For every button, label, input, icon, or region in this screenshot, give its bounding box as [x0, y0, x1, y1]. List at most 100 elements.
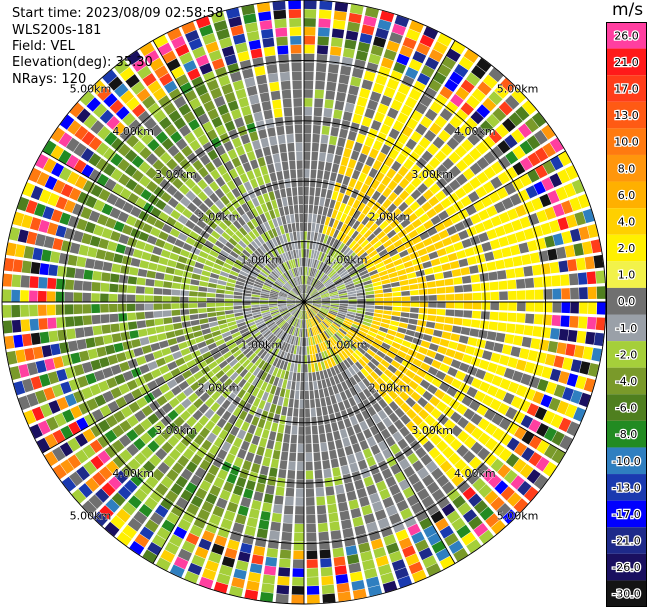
ppi-cell — [130, 228, 141, 239]
ppi-cell — [366, 484, 378, 496]
ppi-cell — [98, 238, 110, 250]
ppi-cell — [130, 257, 141, 267]
ppi-cell — [301, 302, 304, 311]
ppi-cell — [158, 364, 170, 375]
ppi-cell — [37, 290, 47, 302]
ppi-cell — [377, 409, 388, 421]
ppi-cell — [138, 161, 151, 174]
ppi-cell — [356, 96, 368, 108]
ppi-cell — [355, 412, 365, 423]
ppi-cell — [409, 343, 420, 352]
ppi-cell — [317, 362, 323, 371]
ppi-cell — [164, 273, 174, 282]
ppi-cell — [392, 431, 403, 443]
ppi-cell — [426, 481, 440, 495]
ppi-cell — [207, 220, 218, 230]
ppi-cell — [104, 521, 120, 537]
ppi-cell — [378, 270, 388, 277]
ppi-cell — [209, 321, 219, 328]
ppi-cell — [419, 94, 433, 108]
ppi-cell — [544, 235, 555, 248]
ppi-cell — [4, 257, 15, 272]
ppi-cell — [476, 171, 489, 185]
ppi-cell — [179, 249, 190, 258]
ppi-cell — [340, 223, 348, 233]
ppi-cell — [293, 345, 298, 355]
ppi-cell — [182, 242, 193, 252]
ppi-cell — [358, 172, 368, 183]
ppi-cell — [117, 143, 131, 157]
ppi-cell — [371, 381, 381, 391]
ppi-cell — [145, 475, 159, 489]
ppi-cell — [91, 281, 101, 292]
ppi-cell — [81, 233, 93, 245]
ppi-cell — [295, 302, 304, 305]
ppi-cell — [351, 470, 362, 482]
ppi-cell — [312, 299, 322, 301]
ppi-cell — [193, 241, 204, 250]
ppi-cell — [105, 415, 118, 428]
ppi-cell — [548, 397, 561, 412]
ppi-cell — [184, 333, 195, 341]
ppi-cell — [372, 140, 383, 151]
ppi-cell — [216, 417, 227, 429]
ppi-cell — [46, 291, 56, 302]
ppi-cell — [20, 275, 30, 288]
ppi-cell — [434, 115, 448, 128]
ppi-cell — [240, 134, 251, 145]
ppi-cell — [322, 459, 331, 470]
ppi-cell — [181, 540, 196, 554]
ppi-cell — [549, 137, 564, 153]
ppi-cell — [286, 261, 291, 270]
ppi-cell — [462, 486, 477, 501]
ppi-cell — [405, 397, 416, 408]
ppi-cell — [304, 240, 307, 249]
ppi-cell — [411, 427, 423, 439]
ppi-cell — [470, 110, 484, 125]
ppi-cell — [342, 527, 354, 539]
ppi-cell — [142, 223, 153, 234]
ppi-cell — [411, 569, 427, 583]
ppi-cell — [138, 503, 153, 518]
ppi-cell — [447, 192, 460, 204]
ppi-cell — [173, 190, 185, 202]
ppi-cell — [147, 440, 160, 453]
ppi-cell — [340, 119, 351, 130]
ppi-cell — [286, 362, 292, 372]
ppi-cell — [305, 426, 311, 435]
ppi-cell — [262, 37, 275, 48]
ppi-cell — [525, 302, 535, 312]
ppi-cell — [460, 327, 471, 336]
ppi-cell — [550, 413, 564, 429]
ppi-cell — [192, 46, 206, 59]
ppi-cell — [189, 139, 201, 152]
ppi-cell — [120, 90, 135, 104]
ppi-cell — [364, 314, 374, 320]
ppi-cell — [142, 72, 157, 87]
ppi-cell — [255, 205, 264, 215]
ppi-cell — [339, 202, 347, 213]
ppi-cell — [466, 226, 478, 237]
ppi-cell — [329, 413, 337, 423]
ppi-cell — [468, 493, 483, 508]
ppi-cell — [398, 201, 409, 212]
ppi-cell — [388, 401, 399, 412]
ppi-cell — [110, 364, 122, 376]
ppi-cell — [44, 433, 58, 449]
ppi-cell — [162, 310, 172, 317]
ppi-cell — [413, 263, 424, 271]
ppi-cell — [289, 18, 302, 28]
ppi-cell — [344, 280, 354, 286]
ppi-cell — [385, 504, 398, 517]
ppi-cell — [235, 513, 247, 525]
ppi-cell — [232, 33, 246, 45]
ppi-cell — [265, 278, 275, 285]
ppi-cell — [354, 245, 363, 254]
ppi-cell — [134, 410, 146, 422]
ppi-cell — [443, 432, 456, 445]
ppi-cell — [301, 319, 304, 329]
ppi-cell — [323, 414, 330, 425]
ppi-cell — [178, 380, 190, 391]
ppi-cell — [393, 61, 407, 74]
ppi-cell — [309, 318, 314, 327]
